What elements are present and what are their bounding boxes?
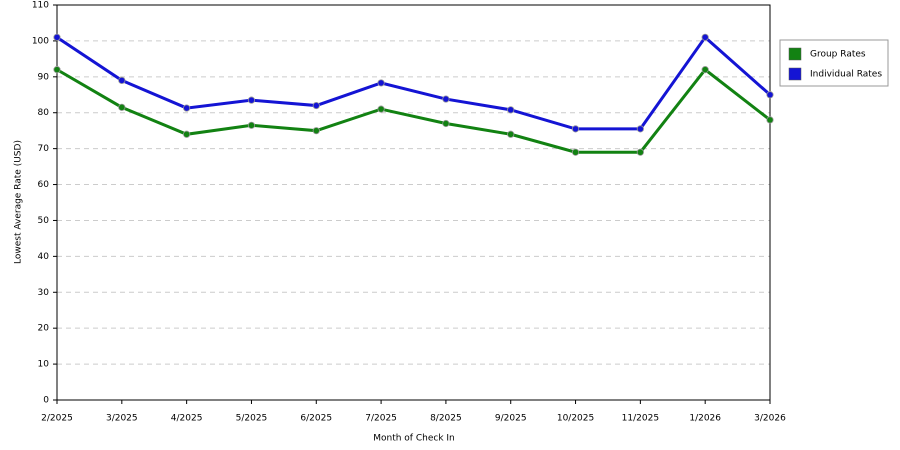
data-point — [312, 127, 320, 135]
y-tick-label: 90 — [38, 72, 50, 82]
data-point — [442, 95, 450, 103]
data-point — [701, 33, 709, 41]
x-tick-label: 1/2026 — [689, 414, 721, 424]
data-point — [183, 104, 191, 112]
x-tick-label: 2/2025 — [41, 414, 73, 424]
data-point — [377, 105, 385, 113]
legend-label: Individual Rates — [810, 70, 882, 80]
legend-label: Group Rates — [810, 50, 866, 60]
series-line — [56, 35, 771, 131]
y-axis-label: Lowest Average Rate (USD) — [14, 140, 24, 264]
data-point — [766, 116, 774, 124]
x-tick-label: 11/2025 — [622, 414, 659, 424]
y-tick-label: 100 — [32, 36, 49, 46]
data-point — [377, 79, 385, 87]
data-point — [118, 103, 126, 111]
data-point — [247, 96, 256, 104]
data-point — [571, 148, 580, 156]
y-tick-label: 110 — [32, 1, 49, 11]
data-point — [701, 66, 709, 74]
y-tick-label: 70 — [38, 144, 50, 154]
data-point — [442, 119, 450, 128]
y-tick-label: 40 — [38, 252, 50, 262]
x-tick-label: 3/2026 — [754, 414, 786, 424]
data-point — [571, 125, 580, 133]
x-tick-label: 4/2025 — [171, 414, 203, 424]
plot-frame — [56, 4, 771, 401]
data-point — [53, 66, 61, 74]
data-point — [507, 130, 515, 138]
data-point — [247, 121, 256, 129]
x-tick-label: 9/2025 — [495, 414, 527, 424]
x-axis-label: Month of Check In — [373, 434, 455, 444]
x-tick-label: 5/2025 — [236, 414, 268, 424]
y-tick-label: 20 — [38, 324, 50, 334]
data-point — [53, 33, 61, 41]
data-point — [766, 91, 774, 99]
legend-swatch — [788, 67, 802, 81]
x-tick-label: 3/2025 — [106, 414, 138, 424]
x-tick-label: 8/2025 — [430, 414, 462, 424]
y-tick-label: 10 — [38, 360, 50, 370]
series-line — [56, 67, 771, 154]
data-point — [312, 101, 320, 110]
x-tick-label: 10/2025 — [557, 414, 594, 424]
y-tick-label: 0 — [43, 396, 49, 406]
x-tick-label: 6/2025 — [300, 414, 332, 424]
legend-swatch — [788, 47, 802, 61]
y-tick-label: 80 — [38, 108, 50, 118]
x-tick-label: 7/2025 — [365, 414, 397, 424]
data-point — [507, 106, 515, 114]
data-point — [118, 76, 126, 85]
y-tick-label: 60 — [38, 180, 50, 190]
y-tick-label: 30 — [38, 288, 50, 298]
data-point — [636, 125, 644, 133]
data-point — [183, 130, 191, 138]
data-point — [636, 148, 644, 156]
y-tick-label: 50 — [38, 216, 50, 226]
